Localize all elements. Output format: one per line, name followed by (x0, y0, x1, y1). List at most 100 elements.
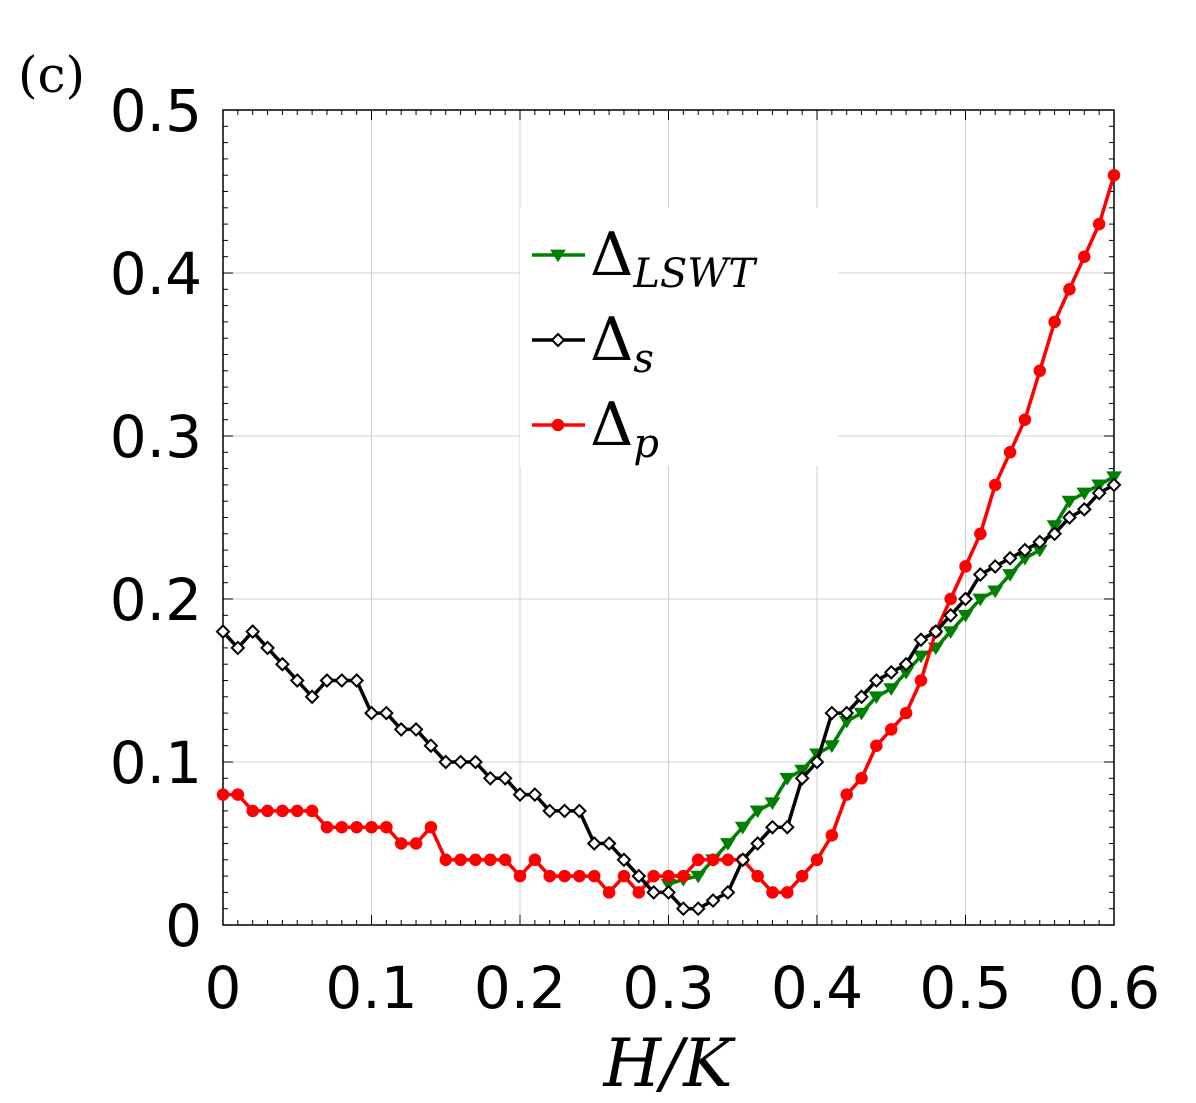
data-point-s (913, 632, 929, 648)
data-point-p (706, 853, 720, 867)
data-point-p (1107, 168, 1121, 182)
x-tick-label: 0.3 (622, 954, 714, 1022)
data-point-lswt (853, 707, 870, 721)
legend-entry-lswt: ΔLSWT (532, 220, 758, 297)
data-point-s (542, 803, 558, 819)
data-point-s (883, 664, 899, 680)
data-point-s (1106, 477, 1122, 493)
data-point-p (513, 869, 527, 883)
data-point-lswt (913, 650, 929, 664)
x-tick-label: 0.5 (919, 954, 1011, 1022)
legend-label-main: Δ (590, 390, 633, 460)
data-point-s (735, 852, 751, 868)
data-point-s (319, 673, 335, 688)
legend-label: Δs (590, 305, 654, 382)
data-point-s (794, 770, 810, 786)
data-point-lswt (690, 870, 707, 884)
legend-label-sub: p (633, 421, 659, 467)
data-point-s (661, 884, 676, 900)
series-layer (215, 168, 1122, 917)
data-point-lswt (779, 772, 796, 786)
y-tick-label: 0.3 (110, 403, 202, 471)
data-point-s (1002, 550, 1018, 566)
legend-label-main: Δ (590, 305, 633, 375)
legend-label-sub: s (633, 336, 654, 382)
data-point-p (335, 820, 349, 834)
data-point-s (378, 705, 394, 721)
data-point-p (261, 804, 274, 818)
data-point-lswt (1002, 569, 1018, 582)
legend-swatch-marker (551, 418, 565, 432)
data-point-p (380, 820, 393, 834)
data-point-p (721, 853, 735, 867)
data-point-s (571, 803, 587, 819)
data-point-s (601, 836, 617, 851)
x-tick-labels: 0 0.1 0.2 0.3 0.4 0.5 0.6 (205, 954, 1161, 1022)
data-point-s (1062, 510, 1077, 525)
data-point-p (810, 853, 824, 867)
data-point-p (825, 829, 839, 842)
data-point-lswt (1091, 479, 1108, 493)
data-point-p (424, 820, 438, 834)
legend-label-main: Δ (590, 220, 633, 290)
data-point-p (988, 478, 1002, 492)
data-point-s (1076, 501, 1092, 517)
data-point-p (231, 788, 245, 801)
x-tick-label: 0.4 (771, 954, 863, 1022)
data-point-s (972, 567, 988, 582)
data-point-p (394, 837, 408, 850)
data-point-lswt (987, 585, 1004, 599)
data-point-s (616, 852, 632, 868)
data-point-lswt (1106, 471, 1122, 484)
data-point-p (677, 869, 690, 883)
legend-box (520, 208, 838, 466)
y-tick-label: 0 (165, 892, 202, 960)
data-point-s (274, 656, 290, 672)
data-point-p (469, 853, 482, 867)
data-point-p (216, 788, 230, 801)
data-point-p (1063, 283, 1076, 296)
data-point-p (632, 886, 646, 899)
data-point-s (468, 754, 483, 770)
data-point-s (943, 607, 959, 623)
data-point-p (870, 739, 883, 752)
data-point-lswt (823, 740, 840, 753)
data-point-p (1033, 364, 1046, 378)
x-axis-label: H/K (602, 1025, 736, 1102)
y-tick-label: 0.2 (110, 566, 202, 634)
data-point-lswt (719, 838, 736, 851)
data-point-p (1018, 413, 1032, 426)
data-point-s (868, 673, 884, 688)
data-point-p (588, 869, 601, 883)
legend-label: Δp (590, 390, 659, 467)
data-point-lswt (734, 821, 751, 835)
data-point-p (350, 820, 363, 834)
data-point-s (304, 689, 320, 705)
series-s (215, 477, 1122, 917)
data-point-s (631, 868, 647, 884)
data-point-s (423, 738, 439, 754)
data-point-p (959, 560, 972, 573)
data-point-p (320, 820, 334, 834)
data-point-p (662, 869, 675, 883)
data-point-lswt (1046, 520, 1063, 533)
data-point-s (958, 591, 973, 607)
data-point-s (1091, 485, 1107, 501)
data-point-p (276, 804, 289, 818)
data-point-p (543, 869, 556, 883)
x-tick-label: 0.6 (1068, 954, 1160, 1022)
data-point-p (751, 869, 764, 883)
data-point-s (705, 893, 721, 908)
series-p (216, 168, 1121, 899)
data-point-lswt (868, 691, 885, 705)
data-point-lswt (794, 764, 811, 778)
data-point-s (898, 656, 914, 672)
data-point-s (289, 673, 305, 688)
legend-entry-p: Δp (532, 390, 659, 467)
data-point-s (720, 884, 736, 900)
data-point-s (1017, 542, 1033, 558)
data-point-p (291, 804, 304, 818)
data-point-lswt (1076, 487, 1093, 501)
data-point-s (750, 836, 766, 851)
